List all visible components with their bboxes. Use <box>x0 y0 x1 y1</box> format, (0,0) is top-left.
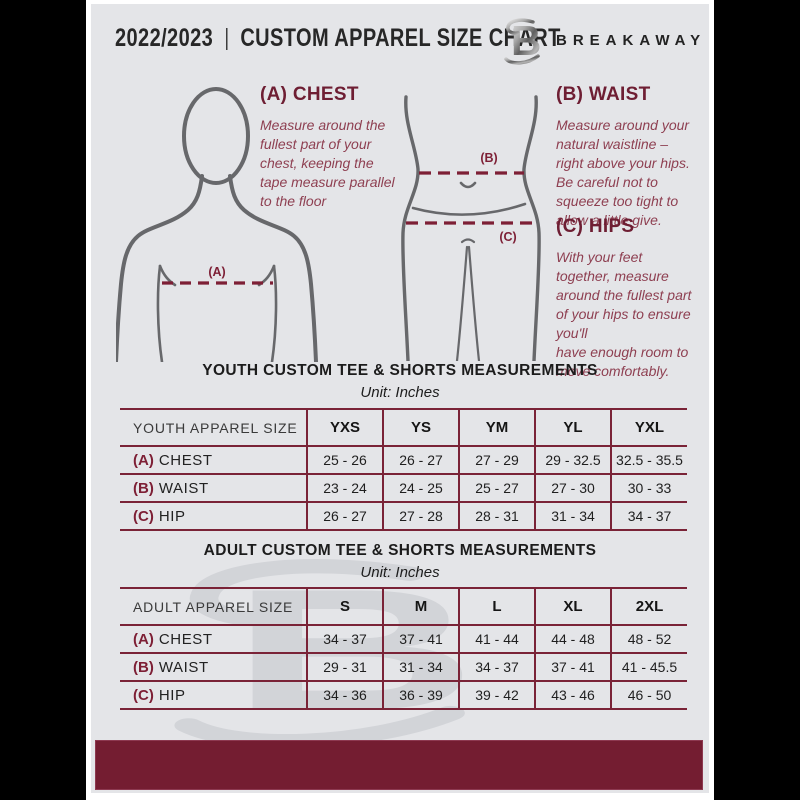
size-cell: 30 - 33 <box>610 473 687 502</box>
size-column-header: YS <box>382 408 459 446</box>
title-year: 2022/2023 <box>115 24 214 52</box>
table-row: (B) WAIST 29 - 31 31 - 34 34 - 37 37 - 41… <box>120 652 687 681</box>
instruction-hips: (C) HIPS With your feet together, measur… <box>556 216 714 381</box>
size-cell: 44 - 48 <box>534 624 611 653</box>
youth-table-title: YOUTH CUSTOM TEE & SHORTS MEASUREMENTS <box>202 362 598 379</box>
size-column-header: YM <box>458 408 535 446</box>
size-cell: 31 - 34 <box>382 652 459 681</box>
size-cell: 34 - 36 <box>306 680 383 710</box>
size-column-header: ADULT APPAREL SIZE <box>120 587 307 625</box>
brand-wordmark: BREAKAWAY <box>556 31 707 49</box>
size-column-header: YOUTH APPAREL SIZE <box>120 408 307 446</box>
breakaway-logo-icon: B <box>504 17 541 65</box>
row-label: (A) CHEST <box>120 445 307 474</box>
row-label-text: CHEST <box>158 451 213 469</box>
row-label: (B) WAIST <box>120 473 307 502</box>
size-cell: 34 - 37 <box>458 652 535 681</box>
size-cell: 28 - 31 <box>458 501 535 531</box>
instruction-waist-body: Measure around your natural waistline – … <box>556 117 690 229</box>
youth-size-table: YOUTH APPAREL SIZE YXS YS YM YL YXL (A) C… <box>120 408 687 531</box>
chest-diagram: (A) <box>116 87 318 362</box>
size-cell: 32.5 - 35.5 <box>610 445 687 474</box>
hips-line-label: (C) <box>499 230 516 244</box>
size-cell: 36 - 39 <box>382 680 459 710</box>
title-divider: | <box>224 24 230 50</box>
instruction-chest-heading: (A) CHEST <box>260 84 359 105</box>
size-column-header: XL <box>534 587 611 625</box>
row-label: (B) WAIST <box>120 652 307 681</box>
size-cell: 46 - 50 <box>610 680 687 710</box>
waist-hips-diagram: (B) (C) <box>401 95 541 361</box>
size-cell: 29 - 31 <box>306 652 383 681</box>
table-row: (C) HIP 34 - 36 36 - 39 39 - 42 43 - 46 4… <box>120 680 687 710</box>
size-cell: 48 - 52 <box>610 624 687 653</box>
document-page: B 2022/2023 | CUSTOM APPAREL SIZE CHART B <box>86 0 714 800</box>
adult-table-unit: Unit: Inches <box>360 564 440 581</box>
row-label-prefix: (C) <box>133 686 154 704</box>
table-row: (A) CHEST 25 - 26 26 - 27 27 - 29 29 - 32… <box>120 445 687 474</box>
size-cell: 34 - 37 <box>306 624 383 653</box>
size-column-header: YXL <box>610 408 687 446</box>
size-cell: 37 - 41 <box>382 624 459 653</box>
size-cell: 26 - 27 <box>306 501 383 531</box>
size-cell: 27 - 29 <box>458 445 535 474</box>
row-label-text: CHEST <box>158 630 213 648</box>
instruction-chest: (A) CHEST Measure around the fullest par… <box>260 84 412 211</box>
size-cell: 27 - 30 <box>534 473 611 502</box>
size-cell: 41 - 45.5 <box>610 652 687 681</box>
row-label-text: HIP <box>158 686 186 704</box>
row-label-text: HIP <box>158 507 186 525</box>
size-cell: 27 - 28 <box>382 501 459 531</box>
table-row: (A) CHEST 34 - 37 37 - 41 41 - 44 44 - 48… <box>120 624 687 653</box>
size-column-header: L <box>458 587 535 625</box>
size-column-header: 2XL <box>610 587 687 625</box>
chest-line-label: (A) <box>208 265 225 279</box>
youth-header-row: YOUTH APPAREL SIZE YXS YS YM YL YXL <box>120 408 687 446</box>
table-row: (B) WAIST 23 - 24 24 - 25 25 - 27 27 - 30… <box>120 473 687 502</box>
instruction-hips-body: With your feet together, measure around … <box>556 249 692 380</box>
row-label-text: WAIST <box>158 479 209 497</box>
size-cell: 37 - 41 <box>534 652 611 681</box>
adult-size-table: ADULT APPAREL SIZE S M L XL 2XL (A) CHEST… <box>120 587 687 710</box>
instruction-chest-body: Measure around the fullest part of your … <box>260 117 395 210</box>
youth-table-unit: Unit: Inches <box>360 384 440 401</box>
size-cell: 24 - 25 <box>382 473 459 502</box>
instruction-waist: (B) WAIST Measure around your natural wa… <box>556 84 708 230</box>
size-cell: 41 - 44 <box>458 624 535 653</box>
size-column-header: YXS <box>306 408 383 446</box>
row-label: (A) CHEST <box>120 624 307 653</box>
row-label-text: WAIST <box>158 658 209 676</box>
waist-line-label: (B) <box>480 151 497 165</box>
adult-table-title: ADULT CUSTOM TEE & SHORTS MEASUREMENTS <box>203 542 597 559</box>
row-label-prefix: (A) <box>133 630 154 648</box>
size-cell: 31 - 34 <box>534 501 611 531</box>
adult-header-row: ADULT APPAREL SIZE S M L XL 2XL <box>120 587 687 625</box>
table-row: (C) HIP 26 - 27 27 - 28 28 - 31 31 - 34 3… <box>120 501 687 531</box>
hip-crease-line <box>411 202 527 216</box>
size-cell: 26 - 27 <box>382 445 459 474</box>
instruction-waist-heading: (B) WAIST <box>556 84 651 105</box>
head-outline <box>182 87 250 185</box>
size-cell: 25 - 27 <box>458 473 535 502</box>
brand-block: B BREAKAWAY <box>502 14 706 66</box>
row-label-prefix: (B) <box>133 479 154 497</box>
size-column-header: M <box>382 587 459 625</box>
size-column-header: YL <box>534 408 611 446</box>
row-label-prefix: (B) <box>133 658 154 676</box>
size-cell: 25 - 26 <box>306 445 383 474</box>
size-cell: 34 - 37 <box>610 501 687 531</box>
footer-bar <box>95 740 703 790</box>
row-label: (C) HIP <box>120 501 307 531</box>
instruction-hips-heading: (C) HIPS <box>556 216 635 237</box>
row-label-prefix: (C) <box>133 507 154 525</box>
size-cell: 39 - 42 <box>458 680 535 710</box>
navel-mark <box>459 181 477 189</box>
size-cell: 29 - 32.5 <box>534 445 611 474</box>
row-label-prefix: (A) <box>133 451 154 469</box>
size-cell: 43 - 46 <box>534 680 611 710</box>
size-column-header: S <box>306 587 383 625</box>
size-cell: 23 - 24 <box>306 473 383 502</box>
row-label: (C) HIP <box>120 680 307 710</box>
